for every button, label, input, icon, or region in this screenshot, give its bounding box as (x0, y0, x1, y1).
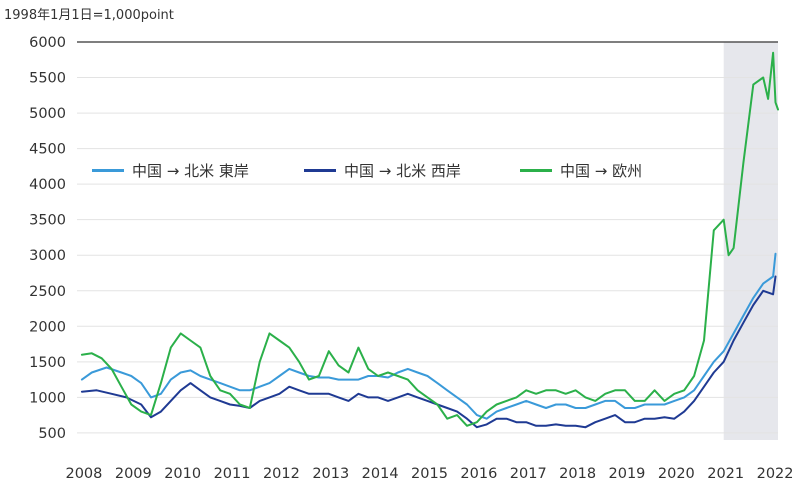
series-line-2 (80, 275, 777, 429)
series-line-3 (80, 51, 779, 427)
x-tick-label: 2021 (707, 466, 744, 482)
unit-note: 1998年1月1日=1,000point (4, 8, 174, 23)
legend-label-series-1: 中国 → 北米 東岸 (132, 162, 249, 180)
y-tick-label: 1500 (29, 355, 66, 371)
y-tick-label: 6000 (29, 35, 66, 51)
series-line-1 (80, 252, 777, 420)
x-tick-label: 2014 (362, 466, 399, 482)
legend-label-series-2: 中国 → 北米 西岸 (344, 162, 461, 180)
legend-label-series-3: 中国 → 欧州 (560, 162, 643, 180)
legend-item-series-3: 中国 → 欧州 (520, 160, 642, 181)
y-tick-label: 500 (38, 426, 66, 442)
y-tick-label: 2000 (29, 319, 66, 335)
x-tick-label: 2013 (312, 466, 349, 482)
x-tick-label: 2016 (460, 466, 497, 482)
y-tick-label: 4500 (29, 142, 66, 158)
x-tick-label: 2011 (214, 466, 251, 482)
legend-swatch-series-3 (520, 169, 552, 172)
legend-item-series-2: 中国 → 北米 西岸 (304, 160, 461, 181)
y-tick-label: 3500 (29, 213, 66, 229)
x-tick-label: 2015 (411, 466, 448, 482)
legend-swatch-series-2 (304, 169, 336, 172)
x-tick-label: 2022 (757, 466, 794, 482)
x-tick-label: 2020 (658, 466, 695, 482)
y-tick-label: 4000 (29, 177, 66, 193)
x-tick-label: 2018 (559, 466, 596, 482)
x-tick-label: 2017 (510, 466, 547, 482)
y-tick-label: 2500 (29, 284, 66, 300)
x-tick-label: 2008 (65, 466, 102, 482)
x-tick-label: 2019 (609, 466, 646, 482)
y-tick-label: 1000 (29, 390, 66, 406)
y-tick-label: 5000 (29, 106, 66, 122)
x-tick-label: 2012 (263, 466, 300, 482)
y-tick-label: 3000 (29, 248, 66, 264)
legend-item-series-1: 中国 → 北米 東岸 (92, 160, 249, 181)
x-tick-label: 2010 (164, 466, 201, 482)
x-tick-label: 2009 (115, 466, 152, 482)
legend-swatch-series-1 (92, 169, 124, 172)
y-tick-label: 5500 (29, 71, 66, 87)
